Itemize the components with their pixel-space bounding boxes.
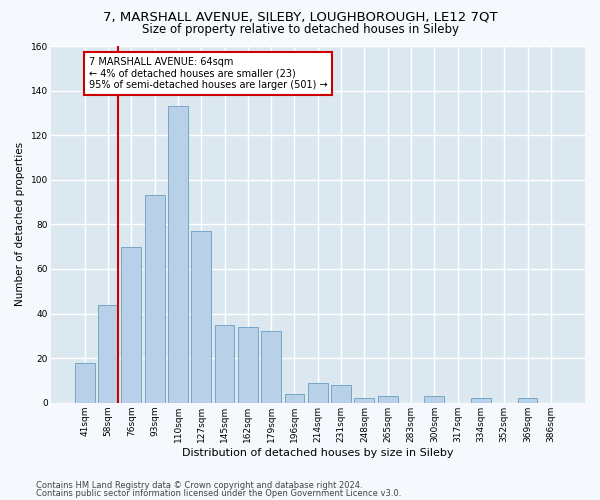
Bar	[308, 382, 328, 403]
Bar	[215, 324, 235, 403]
Bar	[121, 246, 141, 403]
Text: Contains HM Land Registry data © Crown copyright and database right 2024.: Contains HM Land Registry data © Crown c…	[36, 481, 362, 490]
Bar	[331, 385, 351, 403]
Bar	[168, 106, 188, 403]
Y-axis label: Number of detached properties: Number of detached properties	[15, 142, 25, 306]
Text: Size of property relative to detached houses in Sileby: Size of property relative to detached ho…	[142, 22, 458, 36]
Bar	[378, 396, 398, 403]
Bar	[424, 396, 444, 403]
Bar	[518, 398, 538, 403]
Bar	[284, 394, 304, 403]
Bar	[238, 327, 258, 403]
Bar	[75, 362, 95, 403]
Bar	[191, 231, 211, 403]
Text: 7 MARSHALL AVENUE: 64sqm
← 4% of detached houses are smaller (23)
95% of semi-de: 7 MARSHALL AVENUE: 64sqm ← 4% of detache…	[89, 57, 328, 90]
Text: 7, MARSHALL AVENUE, SILEBY, LOUGHBOROUGH, LE12 7QT: 7, MARSHALL AVENUE, SILEBY, LOUGHBOROUGH…	[103, 10, 497, 23]
Bar	[355, 398, 374, 403]
Text: Contains public sector information licensed under the Open Government Licence v3: Contains public sector information licen…	[36, 488, 401, 498]
Bar	[98, 304, 118, 403]
Bar	[471, 398, 491, 403]
Bar	[145, 196, 164, 403]
X-axis label: Distribution of detached houses by size in Sileby: Distribution of detached houses by size …	[182, 448, 454, 458]
Bar	[261, 332, 281, 403]
